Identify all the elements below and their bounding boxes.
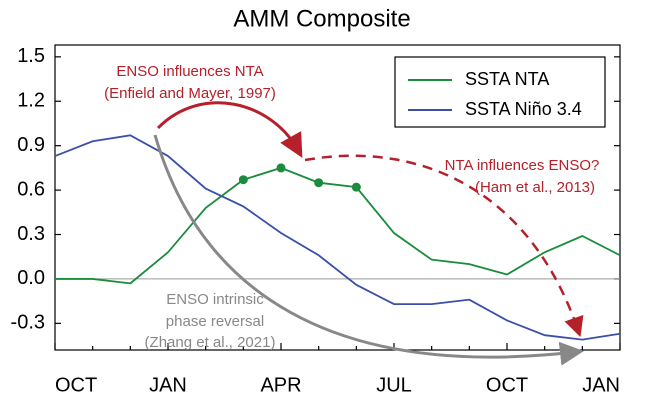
series-line — [54, 134, 621, 341]
annotation: ENSO intrinsic — [166, 291, 264, 308]
point-marker — [276, 163, 286, 173]
y-tick-label: 0.0 — [17, 267, 45, 289]
point-marker — [314, 178, 324, 188]
y-tick-label: 0.3 — [17, 223, 45, 245]
chart-title: AMM Composite — [233, 5, 410, 32]
x-tick-label: JAN — [582, 374, 620, 396]
plot-frame — [54, 44, 621, 351]
annotation: ENSO influences NTA — [116, 63, 263, 80]
arrow-nta-enso — [304, 154, 584, 338]
annotation: (Enfield and Mayer, 1997) — [104, 85, 276, 102]
x-tick-label: APR — [260, 374, 301, 396]
y-tick-label: 0.9 — [17, 134, 45, 156]
y-tick-label: -0.3 — [11, 312, 45, 334]
legend-box — [394, 56, 606, 128]
annotation: phase reversal — [166, 313, 264, 330]
y-tick-label: 1.2 — [17, 90, 45, 112]
annotation: (Ham et al., 2013) — [475, 179, 595, 196]
point-marker — [351, 182, 361, 192]
point-marker — [238, 175, 248, 185]
x-tick-label: JAN — [149, 374, 187, 396]
arrow-enso-nta — [156, 101, 303, 158]
y-tick-label: 0.6 — [17, 178, 45, 200]
annotation: NTA influences ENSO? — [445, 157, 600, 174]
series-line — [55, 166, 621, 285]
x-tick-label: OCT — [55, 374, 97, 396]
y-tick-label: 1.5 — [17, 45, 45, 67]
arrow-intrinsic — [153, 134, 584, 366]
legend-label: SSTA NTA — [465, 69, 549, 89]
x-tick-label: OCT — [486, 374, 528, 396]
legend-label: SSTA Niño 3.4 — [465, 99, 582, 119]
x-tick-label: JUL — [376, 374, 412, 396]
annotation: (Zhang et al., 2021) — [145, 334, 276, 351]
